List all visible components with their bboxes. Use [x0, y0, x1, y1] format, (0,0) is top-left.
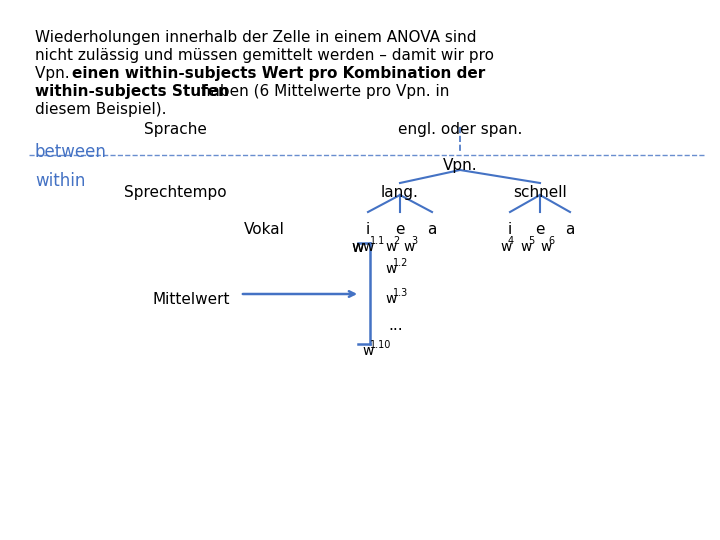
Text: i: i — [366, 222, 370, 237]
Text: i: i — [508, 222, 512, 237]
Text: Vpn.: Vpn. — [443, 158, 477, 173]
Text: Sprechtempo: Sprechtempo — [124, 185, 226, 200]
Text: w: w — [540, 240, 552, 254]
Text: w: w — [385, 292, 397, 306]
Text: w: w — [362, 344, 374, 358]
Text: 6: 6 — [548, 236, 554, 246]
Text: e: e — [395, 222, 405, 237]
Text: w: w — [385, 262, 397, 276]
Text: within-subjects Stufen: within-subjects Stufen — [35, 84, 229, 99]
Text: w: w — [403, 240, 415, 254]
Text: between: between — [35, 143, 107, 161]
Text: w: w — [351, 240, 364, 255]
Text: lang.: lang. — [381, 185, 419, 200]
Text: a: a — [427, 222, 437, 237]
Text: Vpn.: Vpn. — [35, 66, 74, 81]
Text: w: w — [351, 240, 364, 255]
Text: ...: ... — [388, 318, 402, 333]
Text: Mittelwert: Mittelwert — [153, 292, 230, 307]
Text: 1.3: 1.3 — [393, 288, 408, 298]
Text: Sprache: Sprache — [143, 122, 207, 137]
Text: Wiederholungen innerhalb der Zelle in einem ANOVA sind: Wiederholungen innerhalb der Zelle in ei… — [35, 30, 477, 45]
Text: diesem Beispiel).: diesem Beispiel). — [35, 102, 166, 117]
Text: 3: 3 — [411, 236, 417, 246]
Text: 1.10: 1.10 — [370, 340, 392, 350]
Text: Vokal: Vokal — [244, 222, 285, 237]
Text: schnell: schnell — [513, 185, 567, 200]
Text: haben (6 Mittelwerte pro Vpn. in: haben (6 Mittelwerte pro Vpn. in — [196, 84, 449, 99]
Text: engl. oder span.: engl. oder span. — [398, 122, 522, 137]
Text: w: w — [500, 240, 511, 254]
Text: 4: 4 — [508, 236, 514, 246]
Text: nicht zulässig und müssen gemittelt werden – damit wir pro: nicht zulässig und müssen gemittelt werd… — [35, 48, 494, 63]
Text: w: w — [385, 240, 397, 254]
Text: e: e — [535, 222, 545, 237]
Text: w: w — [520, 240, 531, 254]
Text: 1.2: 1.2 — [393, 258, 408, 268]
Text: a: a — [565, 222, 575, 237]
Text: within: within — [35, 172, 86, 190]
Text: 2: 2 — [393, 236, 400, 246]
Text: einen within-subjects Wert pro Kombination der: einen within-subjects Wert pro Kombinati… — [72, 66, 485, 81]
Text: 5: 5 — [528, 236, 534, 246]
Text: 1.1: 1.1 — [370, 236, 385, 246]
Text: w: w — [362, 240, 374, 254]
